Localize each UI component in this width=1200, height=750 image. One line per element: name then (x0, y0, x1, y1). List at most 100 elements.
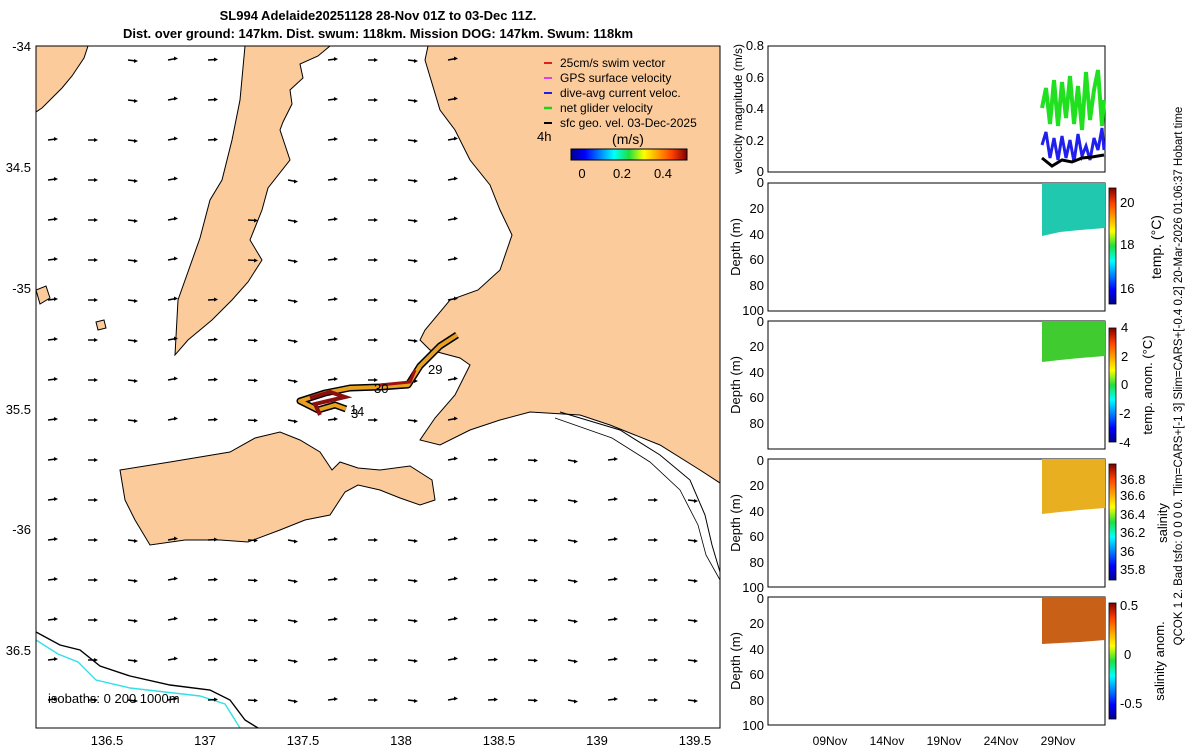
velocity-vector-head (334, 57, 338, 61)
velocity-vector-head (414, 259, 418, 263)
velocity-vector-head (94, 378, 98, 382)
ta-cbar-2: 2 (1121, 349, 1128, 364)
velocity-vector-head (214, 377, 218, 382)
velocity-vector-head (414, 139, 418, 143)
map-panel: 29 30 1 4 3 25cm/s swim vector GPS surfa… (6, 39, 721, 748)
velocity-vector-head (454, 696, 458, 701)
s-cbar-36: 36 (1120, 544, 1134, 559)
velocity-vector-head (574, 499, 578, 504)
lat-label-36.5: 36.5 (6, 643, 31, 658)
velocity-vector-head (134, 219, 138, 223)
velocity-vector-head (414, 659, 418, 663)
lon-label-137.5: 137.5 (287, 733, 320, 748)
velocity-vector-head (134, 579, 138, 583)
v-ytick-0.2: 0.2 (746, 133, 764, 148)
track-label-29: 29 (428, 362, 442, 377)
track-label-3: 3 (351, 406, 358, 421)
velocity-vector-head (214, 97, 218, 102)
velocity-vector-head (254, 218, 258, 223)
velocity-vector-head (534, 578, 538, 583)
salinity-anom-colorbar (1108, 602, 1117, 720)
temp-data-patch (1042, 183, 1105, 236)
velocity-vector-head (374, 578, 378, 582)
velocity-vector-head (254, 618, 258, 623)
velocity-vector-head (134, 419, 138, 423)
velocity-vector-head (414, 59, 418, 63)
temp-ylabel: Depth (m) (728, 218, 743, 276)
velocity-vector-head (614, 617, 618, 621)
velocity-vector-head (374, 378, 378, 382)
s-cbar-36.6: 36.6 (1120, 488, 1145, 503)
temp-ytick-60: 60 (750, 252, 764, 267)
glider-track (296, 332, 459, 416)
velocity-vector-head (174, 96, 178, 101)
velocity-vector-head (454, 56, 458, 61)
velocity-vector-head (214, 137, 218, 142)
velocity-vector-head (94, 138, 98, 142)
temp-panel: 0 20 40 60 80 100 Depth (m) 16 18 20 tem… (728, 175, 1164, 318)
velocity-vector-head (454, 96, 458, 101)
time-series-panels: 0 0.2 0.4 0.6 0.8 velocity magnitude (m/… (728, 38, 1170, 748)
velocity-vector-head (54, 457, 58, 461)
velocity-vector-head (454, 256, 458, 261)
lon-label-137: 137 (194, 733, 216, 748)
velocity-vector-head (54, 297, 58, 301)
velocity-vector-head (174, 136, 178, 141)
velocity-vector-head (494, 577, 498, 582)
sa-cbar-label: salinity anom. (1152, 621, 1167, 700)
velocity-vector-head (694, 579, 698, 583)
velocity-vector-head (534, 538, 538, 543)
temp-ytick-20: 20 (750, 201, 764, 216)
map-frame (35, 45, 721, 729)
velocity-vector-head (174, 216, 178, 221)
velocity-vector-head (334, 417, 338, 421)
isobath-shelf-b (554, 417, 720, 581)
velocity-vector-head (94, 538, 98, 542)
velocity-vector-head (494, 697, 498, 702)
sa-ytick-100: 100 (742, 718, 764, 733)
isobath-shelf-a (559, 411, 720, 573)
velocity-vector-head (374, 98, 378, 102)
temp-anom-panel: 0 20 40 60 80 Depth (m) -4 -2 0 2 4 temp… (728, 314, 1155, 450)
s-ytick-40: 40 (750, 504, 764, 519)
velocity-vector-head (294, 619, 298, 624)
s-cbar-36.8: 36.8 (1120, 472, 1145, 487)
velocity-vector-head (374, 298, 378, 302)
sa-cbar-0.5: 0.5 (1120, 598, 1138, 613)
s-cbar-36.4: 36.4 (1120, 507, 1145, 522)
velocity-vector-head (54, 497, 58, 501)
velocity-vector-head (294, 419, 298, 424)
temp-cbar-16: 16 (1120, 281, 1134, 296)
velocity-vector-head (94, 178, 98, 182)
temp-cbar-18: 18 (1120, 237, 1134, 252)
velocity-vector-head (174, 656, 178, 661)
velocity-vector-head (454, 416, 458, 421)
temp-ytick-100: 100 (742, 303, 764, 318)
velocity-vector-head (374, 538, 378, 542)
time-tick-14Nov: 14Nov (870, 734, 905, 748)
map-title-line-2: Dist. over ground: 147km. Dist. swum: 11… (122, 26, 634, 41)
velocity-vector-head (134, 659, 138, 663)
velocity-vector-head (94, 618, 98, 622)
v-ylabel: velocity magnitude (m/s) (731, 44, 745, 174)
velocity-vector-head (94, 458, 98, 462)
net-velocity-line (1040, 69, 1106, 131)
velocity-vector-head (214, 577, 218, 582)
velocity-vector-head (574, 579, 578, 584)
velocity-vector-head (94, 698, 98, 702)
velocity-vector-head (454, 656, 458, 661)
velocity-vector-head (134, 99, 138, 103)
ta-cbar-label: temp. anom. (°C) (1140, 335, 1155, 434)
map-legend: 25cm/s swim vector GPS surface velocity … (537, 56, 697, 181)
velocity-vector-head (94, 418, 98, 422)
velocity-vector-head (454, 376, 458, 381)
velocity-vector-head (334, 217, 338, 221)
v-ytick-0: 0 (757, 164, 764, 179)
surface-velocity-vectors (47, 56, 698, 704)
velocity-vector-head (414, 219, 418, 223)
sa-ylabel: Depth (m) (728, 632, 743, 690)
s-cbar-label: salinity (1155, 503, 1170, 543)
velocity-vector-head (94, 298, 98, 302)
velocity-vector-head (614, 537, 618, 541)
velocity-vector-head (174, 576, 178, 581)
